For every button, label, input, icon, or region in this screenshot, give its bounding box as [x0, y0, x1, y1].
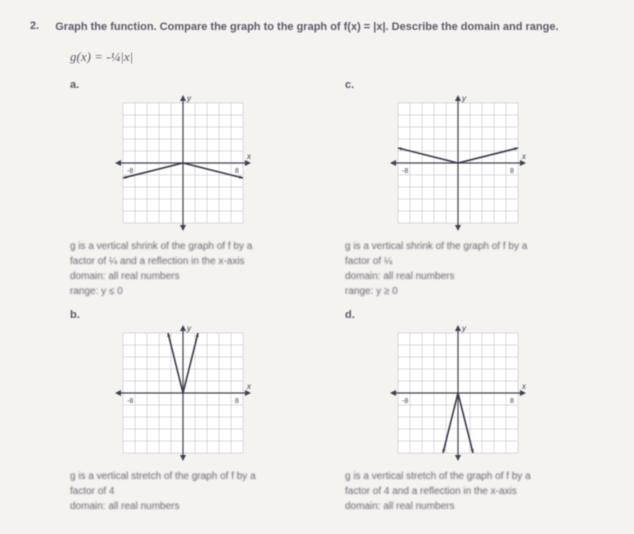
svg-text:8: 8 [235, 168, 239, 175]
choice-label: d. [345, 309, 570, 321]
desc-line: g is a vertical stretch of the graph of … [345, 469, 570, 484]
choice-desc: g is a vertical shrink of the graph of f… [70, 239, 295, 299]
graph-b: x y -8 8 [70, 323, 295, 463]
svg-text:y: y [186, 324, 192, 333]
svg-text:-8: -8 [127, 168, 133, 175]
desc-line: g is a vertical shrink of the graph of f… [70, 239, 295, 254]
graph-c: x y -8 8 [345, 93, 570, 233]
svg-text:8: 8 [510, 168, 514, 175]
svg-text:x: x [521, 152, 527, 161]
choice-b[interactable]: b. x y -8 8 g is a vertical stretch of the … [70, 309, 295, 514]
graph-d: x y -8 8 [345, 323, 570, 463]
question-number: 2. [30, 20, 39, 35]
choice-desc: g is a vertical shrink of the graph of f… [345, 239, 570, 299]
svg-text:-8: -8 [402, 168, 408, 175]
choice-label: b. [70, 309, 295, 321]
choice-a[interactable]: a. x y -8 8 g is a vertical shrink of the g… [70, 79, 295, 299]
svg-text:y: y [186, 94, 192, 103]
svg-text:-8: -8 [402, 398, 408, 405]
svg-text:x: x [246, 152, 252, 161]
desc-line: factor of 4 and a reflection in the x-ax… [345, 484, 570, 499]
svg-text:-8: -8 [127, 398, 133, 405]
choice-desc: g is a vertical stretch of the graph of … [70, 469, 295, 514]
desc-line: range: y ≥ 0 [345, 284, 570, 299]
desc-line: g is a vertical shrink of the graph of f… [345, 239, 570, 254]
desc-line: domain: all real numbers [70, 269, 295, 284]
svg-text:8: 8 [510, 398, 514, 405]
svg-text:x: x [521, 382, 527, 391]
svg-text:8: 8 [235, 398, 239, 405]
desc-line: factor of ¼ and a reflection in the x-ax… [70, 254, 295, 269]
desc-line: factor of ¼ [345, 254, 570, 269]
desc-line: range: y ≤ 0 [70, 284, 295, 299]
choices-grid: a. x y -8 8 g is a vertical shrink of the g… [70, 79, 570, 514]
svg-text:y: y [461, 94, 467, 103]
choice-c[interactable]: c. x y -8 8 g is a vertical shrink of the g… [345, 79, 570, 299]
question-header: 2. Graph the function. Compare the graph… [30, 20, 604, 35]
desc-line: g is a vertical stretch of the graph of … [70, 469, 295, 484]
graph-a: x y -8 8 [70, 93, 295, 233]
svg-text:y: y [461, 324, 467, 333]
choice-d[interactable]: d. x y -8 8 g is a vertical stretch of the … [345, 309, 570, 514]
choice-label: a. [70, 79, 295, 91]
svg-text:x: x [246, 382, 252, 391]
desc-line: domain: all real numbers [345, 269, 570, 284]
equation: g(x) = -¼|x| [70, 49, 604, 65]
choice-desc: g is a vertical stretch of the graph of … [345, 469, 570, 514]
choice-label: c. [345, 79, 570, 91]
desc-line: factor of 4 [70, 484, 295, 499]
question-text: Graph the function. Compare the graph to… [55, 20, 558, 35]
